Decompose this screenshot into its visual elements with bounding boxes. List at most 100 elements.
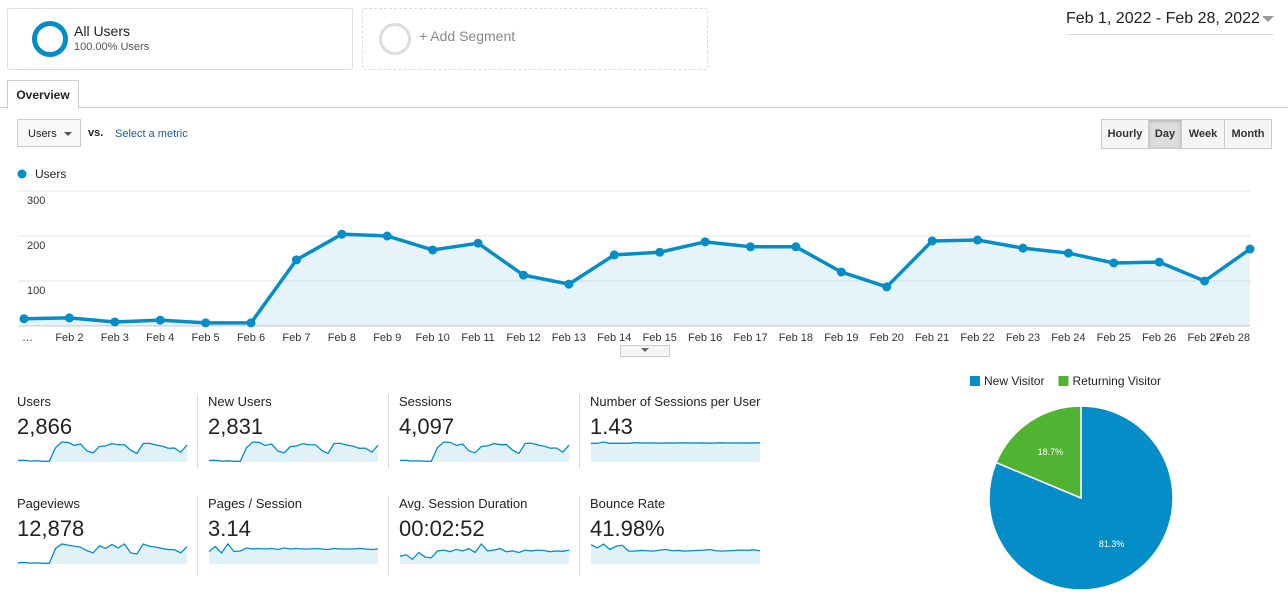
metric-label: Pageviews [17, 496, 80, 511]
x-tick-label: Feb 9 [373, 332, 401, 344]
metric-label: Pages / Session [208, 496, 302, 511]
tab[interactable]: Overview [7, 80, 79, 109]
x-tick-label: Feb 5 [192, 332, 220, 344]
point [973, 235, 983, 245]
pie-chart: New Visitor Returning Visitor 81.3% 18.7% [970, 374, 1174, 591]
metric-select[interactable]: Users [17, 119, 81, 147]
separator [197, 496, 198, 576]
metric-value: 3.14 [208, 516, 251, 541]
point [655, 247, 665, 257]
point [882, 282, 892, 292]
legend-label: Returning Visitor [1072, 374, 1161, 388]
granularity-button[interactable]: Day [1148, 119, 1182, 149]
metric: Sessions 4,097 [399, 394, 571, 474]
metric-select-text: Users [28, 128, 57, 140]
point [1018, 243, 1028, 253]
slice-label: 81.3% [1099, 539, 1125, 549]
point [564, 279, 574, 289]
metric-value: 2,866 [17, 414, 73, 439]
pie-slice [995, 405, 1082, 500]
metric: Pageviews 12,878 [17, 496, 189, 576]
metric-label: New Users [208, 394, 272, 409]
metric: Pages / Session 3.14 [208, 496, 380, 576]
legend-label: New Visitor [984, 374, 1044, 388]
x-tick-label: Feb 15 [643, 332, 677, 344]
metric: Bounce Rate 41.98% [590, 496, 762, 576]
x-tick-label: Feb 24 [1051, 332, 1085, 344]
sparkline-area [400, 442, 569, 462]
x-tick-label: Feb 8 [328, 332, 356, 344]
point [291, 255, 301, 265]
sparkline-line [399, 542, 570, 561]
metric-value: 12,878 [17, 516, 85, 541]
sparkline [399, 441, 570, 462]
sparkline-area [209, 544, 378, 564]
point [518, 270, 528, 280]
x-tick-label: Feb 23 [1006, 332, 1040, 344]
point [428, 245, 438, 255]
separator [388, 394, 389, 469]
legend-marker [17, 169, 27, 179]
line-chart: 100 200 300 … Feb 2 Feb 3 Feb 4 Feb 5 Feb 6 Feb 7… [17, 167, 1255, 344]
legend-marker [970, 376, 980, 386]
sparkline [590, 543, 761, 564]
sparkline-area [209, 442, 378, 462]
sparkline-area [591, 544, 760, 564]
x-tick-label: Feb 14 [597, 332, 631, 344]
x-tick-label: Feb 20 [870, 332, 904, 344]
x-tick-label: Feb 22 [960, 332, 994, 344]
legend-label: Users [35, 167, 66, 181]
point [155, 315, 165, 325]
granularity-button[interactable]: Week [1181, 119, 1225, 149]
metric: Number of Sessions per User 1.43 [590, 394, 762, 474]
add-segment-label: + Add Segment [419, 28, 516, 44]
chart-toggle[interactable] [620, 345, 670, 357]
x-tick-label: Feb 11 [461, 332, 494, 344]
area [24, 234, 1250, 326]
x-tick-label: Feb 6 [237, 332, 265, 344]
point [337, 229, 347, 239]
date-range[interactable]: Feb 1, 2022 - Feb 28, 2022 [1066, 10, 1274, 35]
sparkline-line [591, 441, 761, 444]
x-tick-label: Feb 7 [282, 332, 310, 344]
point [19, 314, 29, 324]
sparkline-line [17, 441, 188, 462]
separator [579, 496, 580, 576]
segment-card[interactable]: All Users 100.00% Users [7, 8, 353, 70]
x-tick-label: Feb 13 [552, 332, 586, 344]
x-tick-label: Feb 21 [915, 332, 949, 344]
granularity-button[interactable]: Hourly [1101, 119, 1149, 149]
point [110, 317, 120, 327]
metric-value: 2,831 [208, 414, 264, 439]
granularity-button[interactable]: Month [1224, 119, 1272, 149]
date-range-text: Feb 1, 2022 - Feb 28, 2022 [1066, 10, 1260, 27]
segment-icon [379, 23, 411, 55]
metric: Users 2,866 [17, 394, 189, 474]
metric-value: 00:02:52 [399, 516, 485, 541]
sparkline-line [17, 543, 188, 564]
metric: New Users 2,831 [208, 394, 380, 474]
segment-icon [32, 21, 68, 57]
x-tick-label: Feb 18 [779, 332, 813, 344]
sparkline-line [399, 441, 570, 462]
point [382, 231, 392, 241]
sparkline [399, 542, 570, 564]
metric-value: 4,097 [399, 414, 455, 439]
select-metric-link[interactable]: Select a metric [115, 128, 188, 140]
vs-label: vs. [88, 127, 104, 139]
metric-label: Bounce Rate [590, 496, 666, 511]
sparkline-area [18, 442, 187, 462]
add-segment[interactable]: + Add Segment [362, 8, 708, 70]
y-tick-label: 200 [27, 240, 45, 252]
metric-value: 1.43 [590, 414, 633, 439]
metric-label: Users [17, 394, 51, 409]
dropdown-arrow [1262, 16, 1274, 28]
sparkline-line [208, 542, 379, 555]
dropdown-arrow [64, 132, 72, 140]
y-tick-label: 100 [27, 285, 45, 297]
x-tick-label: Feb 25 [1097, 332, 1131, 344]
arrow [641, 348, 649, 356]
sparkline-line [590, 543, 761, 552]
sparkline [208, 441, 379, 462]
